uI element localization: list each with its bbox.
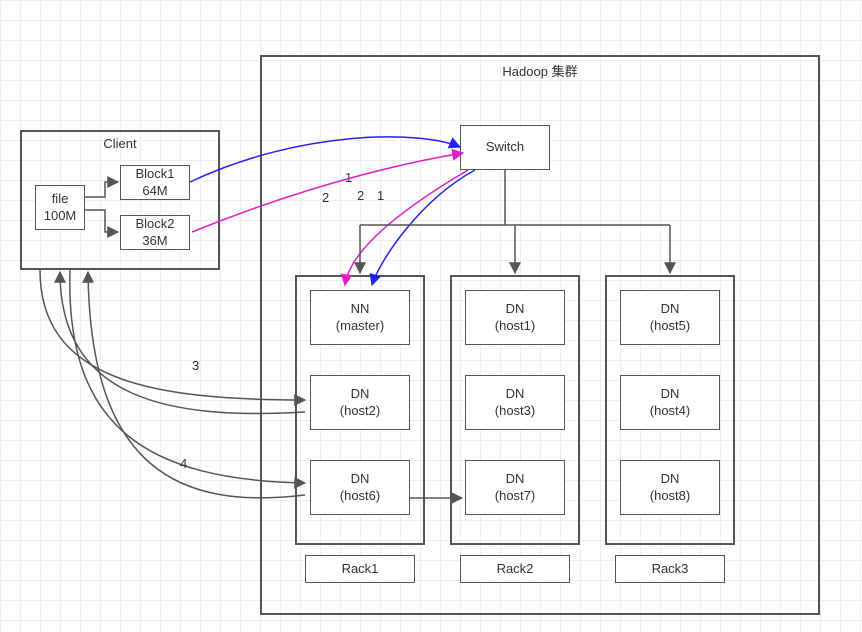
block2-box: Block236M (120, 215, 190, 250)
file-box: file100M (35, 185, 85, 230)
cluster-title: Hadoop 集群 (260, 61, 820, 80)
rack1-label: Rack1 (305, 555, 415, 583)
rack2-node-2: DN(host7) (465, 460, 565, 515)
switch-box: Switch (460, 125, 550, 170)
rack3-node-1: DN(host4) (620, 375, 720, 430)
rack3-node-2: DN(host8) (620, 460, 720, 515)
rack1-node-2: DN(host6) (310, 460, 410, 515)
rack1-node-0: NN(master) (310, 290, 410, 345)
rack1-node-1: DN(host2) (310, 375, 410, 430)
client-title: Client (20, 136, 220, 151)
rack2-node-0: DN(host1) (465, 290, 565, 345)
block1-box: Block164M (120, 165, 190, 200)
rack2-node-1: DN(host3) (465, 375, 565, 430)
rack2-label: Rack2 (460, 555, 570, 583)
rack3-node-0: DN(host5) (620, 290, 720, 345)
rack3-label: Rack3 (615, 555, 725, 583)
